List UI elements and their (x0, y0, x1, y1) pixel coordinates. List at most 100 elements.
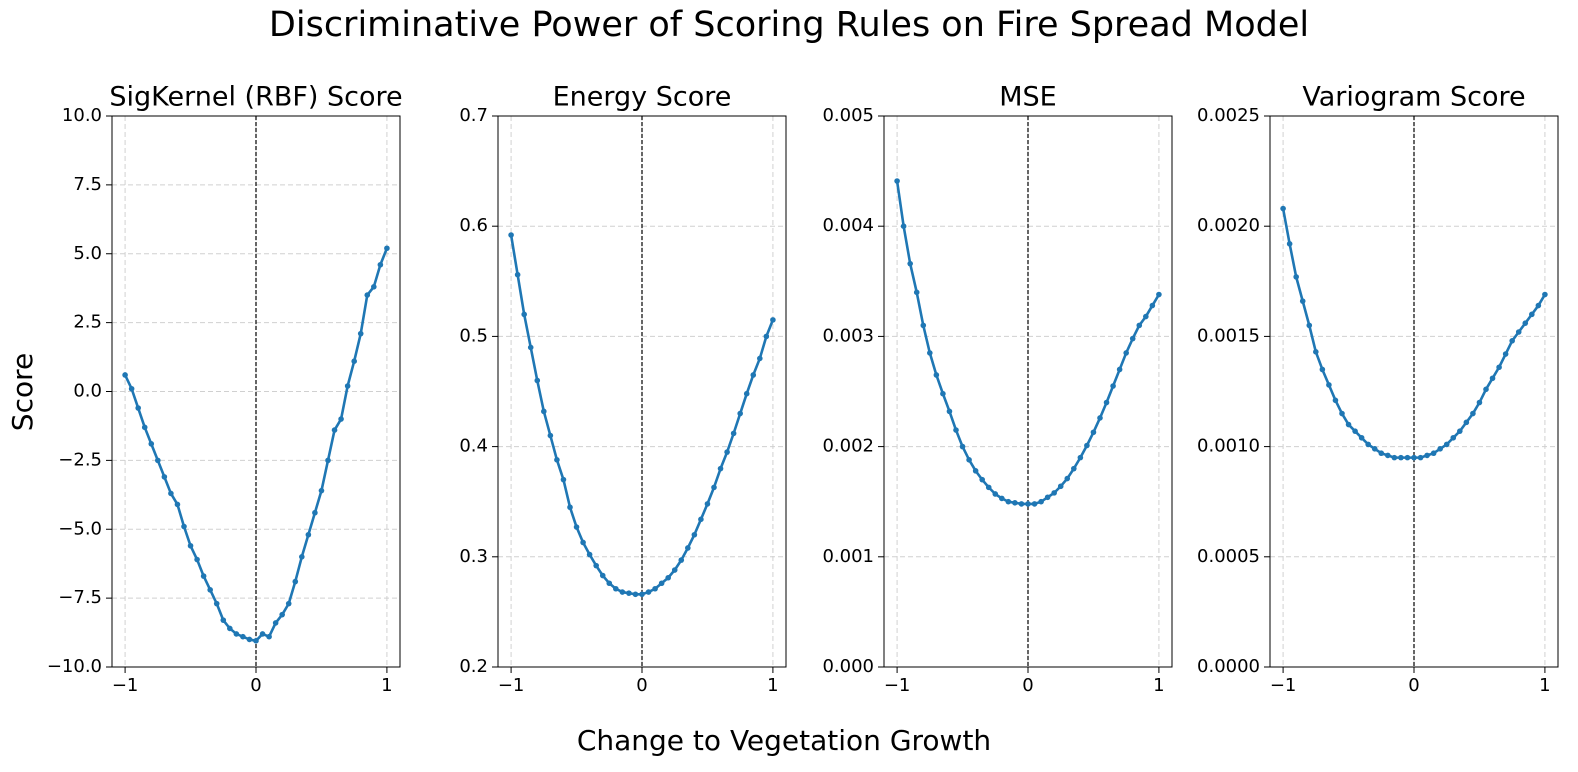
plot-frame (883, 115, 1173, 668)
point (1378, 450, 1385, 457)
point (1457, 428, 1463, 434)
point (966, 457, 972, 463)
point (763, 333, 770, 340)
point (1443, 441, 1450, 448)
point (1326, 382, 1332, 388)
point (187, 542, 194, 549)
point (1365, 441, 1371, 448)
point (1424, 452, 1430, 459)
point (1345, 421, 1352, 428)
point (1123, 350, 1129, 356)
point (227, 625, 233, 632)
point (1044, 494, 1051, 501)
point (927, 350, 933, 356)
subplot-title: SigKernel (RBF) Score (109, 82, 402, 113)
point (1286, 241, 1293, 247)
point (593, 562, 599, 569)
plot-frame (1269, 115, 1559, 668)
point (1103, 399, 1110, 406)
point (508, 232, 514, 238)
point (639, 591, 645, 598)
point (148, 441, 155, 447)
y-tick-label: 0.003 (822, 325, 874, 346)
y-tick-label: 2.5 (73, 312, 102, 333)
point (377, 261, 384, 268)
y-tick-label: 0.4 (459, 436, 488, 457)
point (331, 427, 338, 433)
point (724, 449, 730, 455)
point (1430, 450, 1437, 457)
point (894, 178, 900, 184)
point (1352, 428, 1358, 434)
point (174, 501, 181, 508)
point (1385, 452, 1391, 459)
point (560, 476, 567, 483)
point (547, 432, 554, 439)
point (1313, 349, 1319, 355)
point (992, 491, 999, 497)
point (1149, 302, 1156, 309)
y-tick-label: −5.0 (58, 518, 102, 539)
point (285, 600, 292, 607)
point (357, 330, 364, 337)
point (554, 457, 560, 463)
y-tick-label: 0.3 (459, 546, 488, 567)
point (338, 416, 344, 422)
y-tick-label: 0.000 (822, 656, 874, 677)
point (1339, 410, 1345, 417)
point (711, 484, 717, 491)
x-tick-label: −1 (1270, 675, 1297, 696)
point (900, 223, 907, 229)
x-tick-label: 0 (1022, 675, 1033, 696)
point (1116, 366, 1123, 373)
x-tick-label: −1 (498, 675, 525, 696)
point (985, 484, 992, 491)
point (1038, 498, 1044, 505)
point (1110, 383, 1116, 389)
point (1090, 429, 1097, 436)
point (717, 465, 724, 472)
point (1509, 338, 1515, 344)
point (586, 551, 593, 558)
y-tick-label: 0.0020 (1197, 215, 1260, 236)
point (1299, 298, 1306, 304)
y-tick-label: 0.0005 (1197, 546, 1260, 567)
point (613, 585, 619, 592)
point (312, 509, 318, 516)
point (207, 587, 213, 593)
point (344, 383, 351, 389)
y-tick-label: 0.2 (459, 656, 488, 677)
point (757, 355, 763, 362)
point (1463, 419, 1470, 426)
point (691, 531, 698, 538)
point (141, 424, 148, 431)
point (1332, 397, 1339, 404)
y-tick-label: 0.001 (822, 546, 874, 567)
point (521, 311, 527, 318)
y-tick-label: −10.0 (47, 656, 102, 677)
point (750, 372, 757, 378)
point (1018, 501, 1025, 507)
point (1306, 322, 1313, 329)
x-tick-label: 1 (1153, 675, 1164, 696)
point (678, 557, 685, 563)
point (1071, 465, 1077, 472)
x-tick-label: 0 (250, 675, 261, 696)
point (1136, 322, 1143, 329)
y-tick-label: 0.0 (73, 381, 102, 402)
y-tick-label: 10.0 (62, 105, 102, 126)
point (128, 385, 135, 392)
point (685, 545, 691, 551)
y-axis-label: Score (6, 353, 39, 431)
point (940, 390, 946, 397)
point (1012, 500, 1018, 506)
point (266, 633, 272, 640)
x-tick-label: 0 (1408, 675, 1419, 696)
point (1535, 302, 1542, 309)
point (1450, 434, 1457, 441)
point (573, 524, 580, 530)
point (122, 372, 128, 378)
point (1280, 205, 1286, 212)
plot-frame (497, 115, 787, 668)
